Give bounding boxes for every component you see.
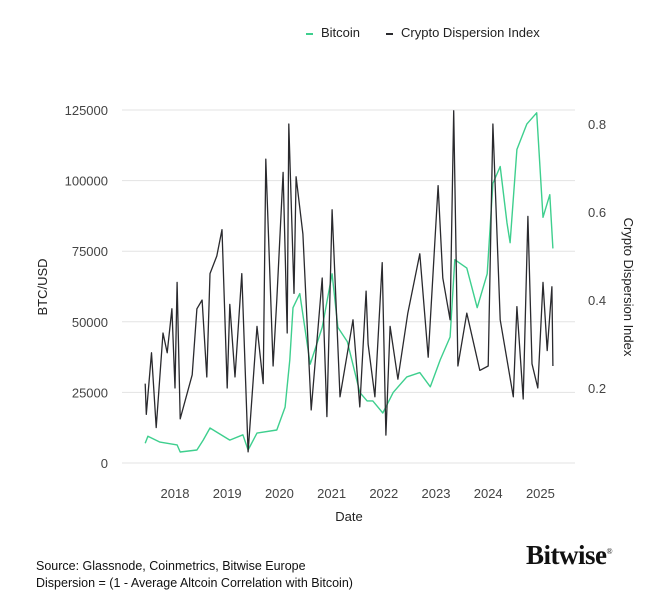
legend-swatch-dispersion — [386, 32, 394, 35]
logo-text: Bitwise — [526, 540, 607, 570]
x-tick-label: 2019 — [213, 486, 242, 501]
x-tick-label: 2024 — [474, 486, 503, 501]
y-tick-label: 125000 — [65, 103, 108, 118]
legend-swatch-bitcoin — [306, 32, 313, 35]
x-tick-label: 2018 — [161, 486, 190, 501]
dispersion-definition: Dispersion = (1 - Average Altcoin Correl… — [36, 576, 353, 590]
y-tick-label: 0 — [101, 456, 108, 471]
chart-legend: Bitcoin Crypto Dispersion Index — [306, 25, 558, 40]
legend-item-bitcoin: Bitcoin — [306, 25, 360, 40]
y2-axis-label: Crypto Dispersion Index — [621, 218, 636, 357]
x-tick-label: 2020 — [265, 486, 294, 501]
y2-tick-label: 0.6 — [588, 205, 606, 220]
y2-tick-label: 0.8 — [588, 117, 606, 132]
y-tick-label: 100000 — [65, 174, 108, 189]
y-tick-label: 75000 — [72, 244, 108, 259]
y-tick-label: 50000 — [72, 315, 108, 330]
legend-label-dispersion: Crypto Dispersion Index — [401, 25, 540, 40]
y-axis-label: BTC/USD — [35, 258, 50, 315]
y2-tick-label: 0.4 — [588, 293, 606, 308]
x-tick-label: 2025 — [526, 486, 555, 501]
legend-item-dispersion: Crypto Dispersion Index — [386, 25, 540, 40]
source-text: Source: Glassnode, Coinmetrics, Bitwise … — [36, 559, 306, 573]
y2-tick-label: 0.2 — [588, 381, 606, 396]
bitwise-logo: Bitwise® — [526, 540, 613, 570]
x-tick-label: 2023 — [422, 486, 451, 501]
x-tick-label: 2022 — [369, 486, 398, 501]
dispersion-index-line — [144, 110, 554, 453]
source-note: Source: Glassnode, Coinmetrics, Bitwise … — [36, 558, 353, 592]
y-tick-label: 25000 — [72, 385, 108, 400]
x-axis-label: Date — [335, 509, 362, 524]
x-tick-label: 2021 — [317, 486, 346, 501]
legend-label-bitcoin: Bitcoin — [321, 25, 361, 40]
bitcoin-line — [144, 112, 554, 453]
